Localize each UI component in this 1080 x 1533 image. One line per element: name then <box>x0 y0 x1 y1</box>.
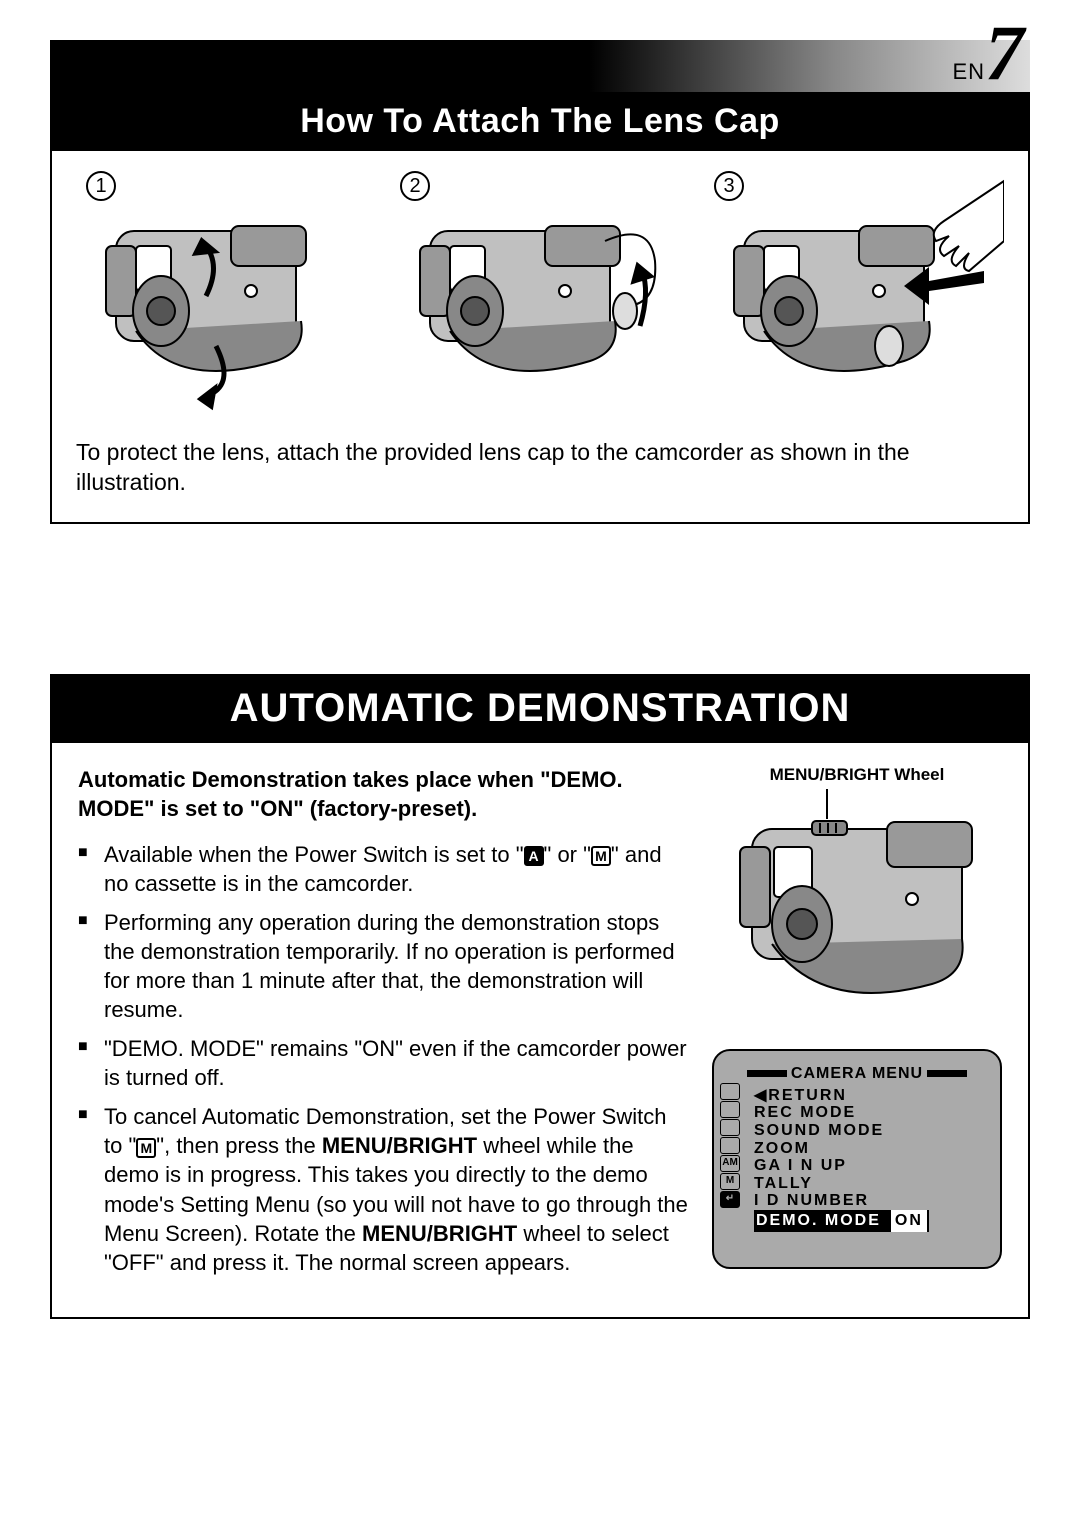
page-num: 7 <box>985 9 1024 96</box>
menu-items: ◀RETURN REC MODE SOUND MODE ZOOM GA I N … <box>754 1087 990 1232</box>
lens-fig-2: 2 <box>390 171 690 426</box>
lens-caption: To protect the lens, attach the provided… <box>52 432 1028 522</box>
bullet-4: To cancel Automatic Demonstration, set t… <box>78 1102 688 1276</box>
lens-cap-section: How To Attach The Lens Cap 1 <box>50 92 1030 524</box>
menu-item-rec: REC MODE <box>754 1104 990 1122</box>
menu-item-gain: GA I N UP <box>754 1157 990 1175</box>
menu-item-tally: TALLY <box>754 1175 990 1193</box>
mode-a-icon: A <box>524 846 544 866</box>
auto-demo-section: AUTOMATIC DEMONSTRATION Automatic Demons… <box>50 674 1030 1319</box>
auto-lead: Automatic Demonstration takes place when… <box>78 765 688 824</box>
mode-m-icon-2: M <box>136 1138 156 1158</box>
auto-diagram-column: MENU/BRIGHT Wheel <box>712 765 1002 1287</box>
page-lang: EN <box>952 59 985 84</box>
menu-side-icons: AM M ↵ <box>720 1083 740 1209</box>
menu-item-sound: SOUND MODE <box>754 1122 990 1140</box>
mode-m-icon: M <box>591 846 611 866</box>
lens-figures: 1 <box>52 151 1028 432</box>
auto-title: AUTOMATIC DEMONSTRATION <box>52 676 1028 743</box>
bullet-3: "DEMO. MODE" remains "ON" even if the ca… <box>78 1034 688 1092</box>
camcorder-wheel-illustration <box>712 789 1002 1019</box>
menu-header: CAMERA MENU <box>724 1065 990 1083</box>
camcorder-illustration-2 <box>390 171 690 421</box>
menu-item-id: I D NUMBER <box>754 1192 990 1210</box>
menu-item-zoom: ZOOM <box>754 1140 990 1158</box>
lens-fig-3: 3 <box>704 171 1004 426</box>
lens-fig-1: 1 <box>76 171 376 426</box>
fig-num-2: 2 <box>400 171 430 201</box>
fig-num-3: 3 <box>714 171 744 201</box>
page-number: EN7 <box>952 26 1024 85</box>
fig-num-1: 1 <box>86 171 116 201</box>
camcorder-illustration-1 <box>76 171 376 421</box>
menu-item-demo: DEMO. MODEON <box>754 1210 990 1232</box>
bullet-2: Performing any operation during the demo… <box>78 908 688 1024</box>
bullet-1: Available when the Power Switch is set t… <box>78 840 688 898</box>
wheel-pointer <box>712 789 1002 1019</box>
lens-title: How To Attach The Lens Cap <box>52 94 1028 151</box>
camcorder-illustration-3 <box>704 171 1004 421</box>
wheel-label: MENU/BRIGHT Wheel <box>712 765 1002 785</box>
auto-text-column: Automatic Demonstration takes place when… <box>78 765 688 1287</box>
header-bar: EN7 <box>50 40 1030 92</box>
menu-screen: CAMERA MENU AM M ↵ ◀RETURN REC MODE <box>712 1049 1002 1269</box>
auto-bullets: Available when the Power Switch is set t… <box>78 840 688 1276</box>
menu-item-return: ◀RETURN <box>754 1087 990 1105</box>
